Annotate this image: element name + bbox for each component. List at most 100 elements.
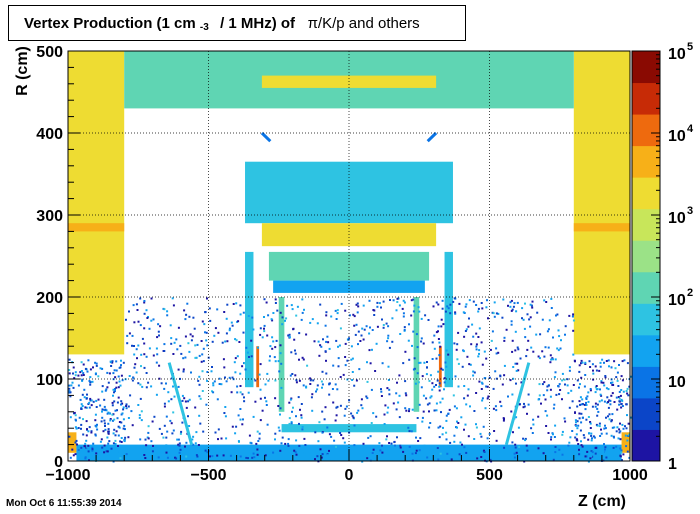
heatmap-cell xyxy=(561,379,564,382)
heatmap-cell xyxy=(334,383,337,386)
heatmap-cell xyxy=(268,359,271,362)
heatmap-cell xyxy=(176,438,179,441)
heatmap-cell xyxy=(356,302,359,305)
heatmap-cell xyxy=(101,410,103,413)
heatmap-cell xyxy=(115,369,118,372)
heatmap-cell xyxy=(116,417,119,420)
heatmap-cell xyxy=(620,389,623,391)
heatmap-cell xyxy=(105,388,108,391)
heatmap-cell xyxy=(242,311,245,314)
heatmap-cell xyxy=(503,364,506,367)
heatmap-cell xyxy=(150,385,153,388)
heatmap-cell xyxy=(70,384,73,387)
heatmap-cell xyxy=(264,383,267,386)
heatmap-cell xyxy=(492,312,495,315)
heatmap-cell xyxy=(263,298,266,301)
heatmap-cell xyxy=(453,434,456,437)
heatmap-cell xyxy=(182,368,185,371)
heatmap-cell xyxy=(614,367,617,370)
heatmap-cell xyxy=(620,398,623,401)
heatmap-region xyxy=(68,432,77,453)
heatmap-cell xyxy=(617,456,620,459)
heatmap-cell xyxy=(420,386,423,389)
heatmap-cell xyxy=(265,400,268,403)
heatmap-cell xyxy=(265,404,268,406)
heatmap-cell xyxy=(252,328,255,331)
heatmap-cell xyxy=(515,310,518,313)
heatmap-cell xyxy=(484,407,487,410)
heatmap-cell xyxy=(407,339,410,342)
heatmap-cell xyxy=(257,346,259,349)
heatmap-cell xyxy=(153,415,156,418)
heatmap-cell xyxy=(279,352,282,355)
heatmap-cell xyxy=(441,368,444,371)
heatmap-cell xyxy=(71,448,74,451)
heatmap-cell xyxy=(482,425,485,428)
heatmap-cell xyxy=(135,348,138,351)
heatmap-cell xyxy=(366,457,369,460)
y-tick-label: 200 xyxy=(36,290,63,307)
heatmap-cell xyxy=(431,358,434,360)
heatmap-cell xyxy=(447,353,450,356)
heatmap-cell xyxy=(545,425,548,427)
heatmap-cell xyxy=(234,432,237,435)
heatmap-cell xyxy=(124,436,127,439)
heatmap-cell xyxy=(335,414,338,417)
heatmap-cell xyxy=(291,308,294,311)
heatmap-cell xyxy=(591,451,594,454)
heatmap-cell xyxy=(82,418,84,421)
heatmap-cell xyxy=(143,327,146,330)
heatmap-cell xyxy=(513,302,516,305)
heatmap-cell xyxy=(214,431,217,434)
x-tick-label: 1000 xyxy=(612,467,648,484)
heatmap-cell xyxy=(610,434,613,437)
heatmap-cell xyxy=(380,306,382,309)
heatmap-cell xyxy=(594,405,597,408)
heatmap-cell xyxy=(292,328,295,331)
title-prefix: Vertex Production (1 cm xyxy=(24,15,196,32)
heatmap-cell xyxy=(382,324,385,326)
heatmap-cell xyxy=(610,420,613,423)
heatmap-cell xyxy=(353,315,356,318)
heatmap-cell xyxy=(501,453,504,455)
heatmap-cell xyxy=(575,424,578,427)
heatmap-cell xyxy=(344,356,347,358)
heatmap-cell xyxy=(72,454,75,457)
heatmap-cell xyxy=(158,377,161,380)
heatmap-cell xyxy=(96,428,99,431)
heatmap-cell xyxy=(224,415,227,418)
heatmap-cell xyxy=(138,414,141,417)
heatmap-cell xyxy=(103,405,106,408)
heatmap-cell xyxy=(252,452,255,455)
heatmap-cell xyxy=(479,432,482,435)
heatmap-cell xyxy=(87,359,90,362)
heatmap-cell xyxy=(568,406,571,409)
heatmap-cell xyxy=(532,418,535,421)
heatmap-cell xyxy=(401,307,404,310)
heatmap-cell xyxy=(369,435,372,438)
heatmap-cell xyxy=(150,297,153,300)
heatmap-cell xyxy=(294,374,297,377)
heatmap-cell xyxy=(321,453,324,456)
heatmap-cell xyxy=(625,403,628,406)
heatmap-cell xyxy=(330,435,333,438)
heatmap-cell xyxy=(531,300,534,303)
heatmap-cell xyxy=(509,379,512,382)
heatmap-cell xyxy=(412,298,415,301)
heatmap-cell xyxy=(112,394,114,397)
heatmap-cell xyxy=(503,418,505,420)
heatmap-cell xyxy=(611,392,614,395)
heatmap-cell xyxy=(351,379,354,381)
heatmap-cell xyxy=(480,388,483,390)
heatmap-cell xyxy=(279,344,282,347)
heatmap-cell xyxy=(205,339,208,342)
heatmap-cell xyxy=(305,385,308,388)
heatmap-cell xyxy=(411,344,413,347)
heatmap-cell xyxy=(198,383,201,386)
heatmap-cell xyxy=(515,369,518,372)
heatmap-line xyxy=(260,131,272,143)
heatmap-cell xyxy=(408,445,411,448)
heatmap-cell xyxy=(478,349,481,352)
heatmap-cell xyxy=(449,441,452,444)
heatmap-cell xyxy=(398,304,401,307)
